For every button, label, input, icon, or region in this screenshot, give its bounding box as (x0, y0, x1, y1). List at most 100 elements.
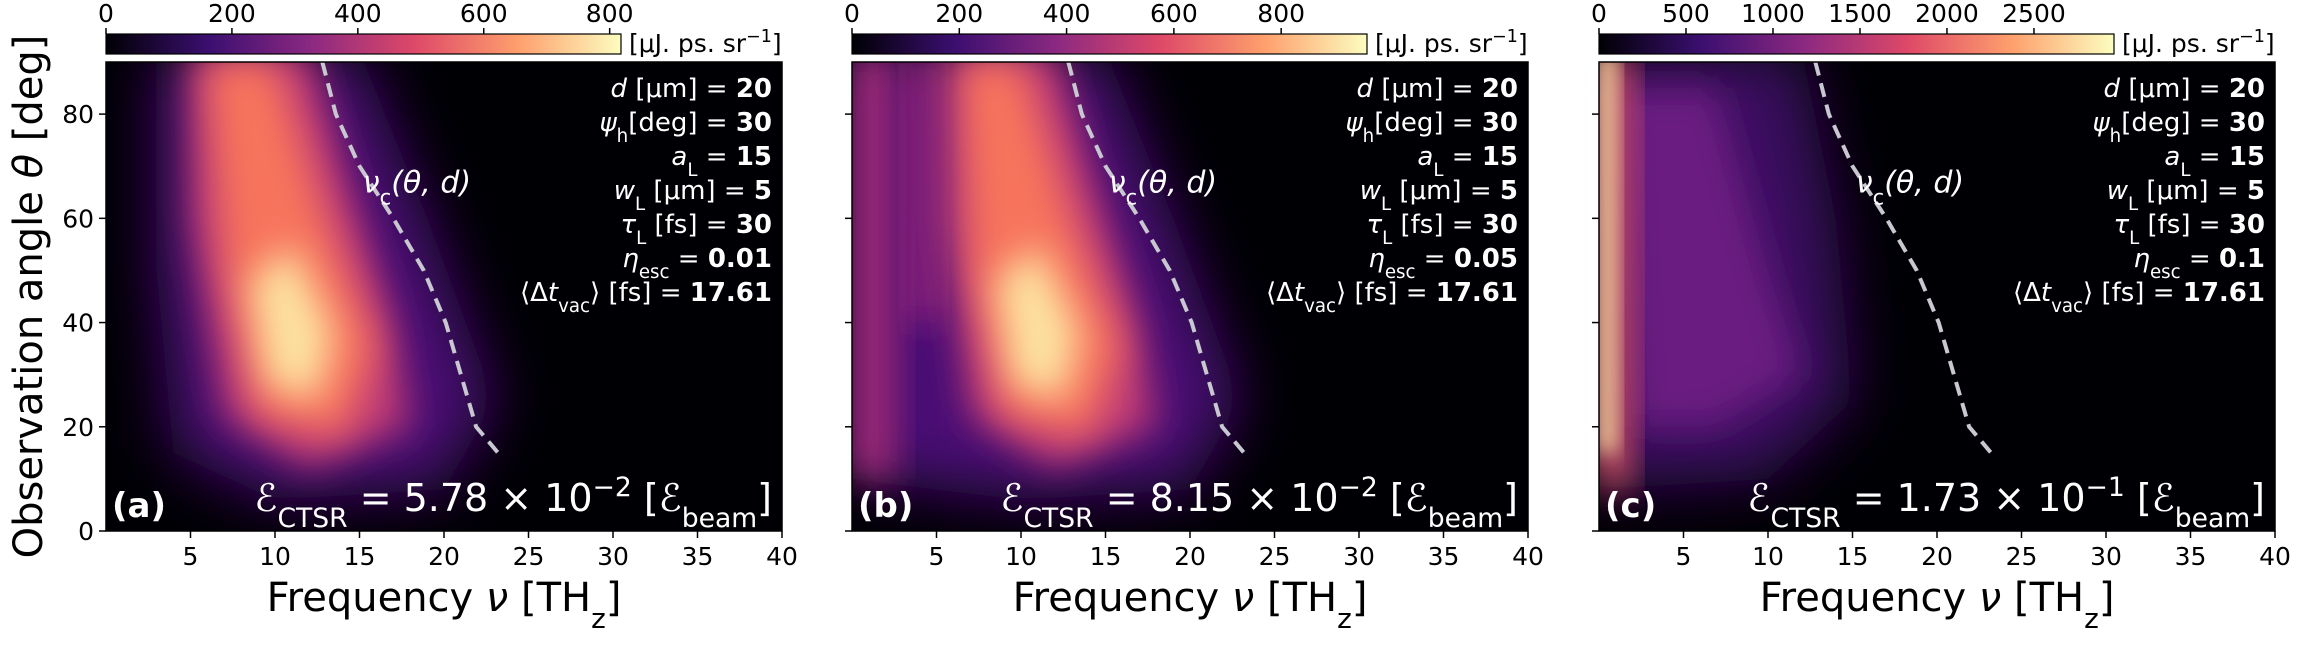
energy-label: ℰCTSR = 5.78 × 10−2 [ℰbeam] (254, 472, 772, 534)
text-part: h (2110, 126, 2122, 147)
y-tick-label: 60 (62, 204, 94, 233)
text-part: −1 (2239, 27, 2265, 47)
text-part: CTSR (1770, 503, 1840, 534)
text-part: ν (1232, 575, 1254, 621)
parameter-value: 5 (754, 176, 772, 206)
text-part: L (2128, 194, 2139, 215)
text-part: ν (1979, 575, 2001, 621)
text-part: ℰ (1000, 476, 1023, 520)
parameter: ηesc = 0.1 (2133, 244, 2265, 283)
parameter: wL [μm] = 5 (2107, 176, 2265, 215)
text-part: beam (2175, 503, 2250, 534)
text-part: −1 (2086, 472, 2125, 503)
x-axis-label: Frequency ν [THz] (1760, 575, 2115, 635)
text-part: ] (2265, 29, 2275, 58)
parameter-value: 15 (736, 142, 772, 172)
text-part: ] (1503, 476, 1518, 520)
text-part: [μm] = (2120, 74, 2229, 104)
text-part: vac (558, 296, 590, 317)
text-part: ψ (1346, 108, 1364, 138)
text-part: ] (772, 29, 782, 58)
parameter: ψh[deg] = 30 (600, 108, 772, 147)
x-tick-label: 10 (259, 542, 291, 571)
text-part: [ℰ (2125, 476, 2175, 520)
text-part: L (1433, 160, 1444, 181)
heat-region (1615, 88, 1802, 427)
parameter: d [μm] = 20 (611, 74, 772, 104)
text-part: [deg] = (2121, 108, 2229, 138)
text-part: d (2104, 74, 2121, 104)
parameter: aL = 15 (671, 142, 772, 181)
text-part: a (2164, 142, 2180, 172)
text-part: ⟩ [fs] = (1336, 278, 1436, 308)
text-part: ] (2250, 476, 2265, 520)
text-part: ⟩ [fs] = (590, 278, 690, 308)
colorbar-unit: [μJ. ps. sr−1] (629, 27, 782, 58)
x-axis-label: Frequency ν [THz] (267, 575, 622, 635)
panel-label: (a) (112, 486, 166, 526)
x-tick-label: 5 (183, 542, 199, 571)
text-part: = (1443, 142, 1481, 172)
parameter-value: 20 (2229, 74, 2265, 104)
text-part: −1 (746, 27, 772, 47)
text-part: ] (2099, 575, 2115, 621)
text-part: d (1357, 74, 1374, 104)
x-tick-label: 25 (2006, 542, 2038, 571)
parameter-value: 17.61 (1436, 278, 1518, 308)
text-part: ψ (600, 108, 618, 138)
heat-region (961, 62, 1123, 438)
parameter-value: 30 (1482, 210, 1518, 240)
heat-region (249, 244, 335, 401)
parameter: τL [fs] = 30 (1366, 210, 1518, 249)
text-part: z (591, 602, 606, 635)
colorbar-tick-label: 500 (1662, 0, 1710, 28)
text-part: (θ, d) (1137, 165, 1217, 200)
colorbar (851, 33, 1368, 55)
text-part: τ (620, 210, 636, 240)
heatmap (106, 62, 782, 531)
text-part: = 1.73 × 10 (1841, 476, 2086, 520)
parameter-value: 5 (2247, 176, 2265, 206)
text-part: Observation angle (6, 178, 52, 558)
parameter: wL [μm] = 5 (614, 176, 772, 215)
x-tick-label: 35 (682, 542, 714, 571)
parameter-value: 30 (2229, 108, 2265, 138)
parameter-value: 17.61 (2183, 278, 2265, 308)
x-tick-label: 25 (513, 542, 545, 571)
y-axis-label: Observation angle θ [deg] (6, 35, 52, 559)
curve-label: νc(θ, d) (363, 165, 471, 209)
text-part: w (1360, 176, 1382, 206)
x-tick-label: 35 (2175, 542, 2207, 571)
text-part: η (622, 244, 638, 274)
text-part: −2 (1339, 472, 1378, 503)
text-part: c (1873, 185, 1885, 209)
colorbar-tick-label: 400 (1043, 0, 1091, 28)
colorbar-tick-label: 0 (844, 0, 860, 28)
cutoff-curve (1813, 61, 1993, 455)
parameter-value: 30 (1482, 108, 1518, 138)
text-part: h (1363, 126, 1375, 147)
text-part: [μm] = (645, 176, 754, 206)
y-tick-label: 40 (62, 309, 94, 338)
text-part: [μJ. ps. sr (1375, 29, 1493, 58)
text-part: ν (486, 575, 508, 621)
text-part: τ (1366, 210, 1382, 240)
text-part: c (1126, 185, 1138, 209)
colorbar-tick-label: 2500 (2002, 0, 2066, 28)
parameter: aL = 15 (2164, 142, 2265, 181)
text-part: (θ, d) (1884, 165, 1964, 200)
x-tick-label: 15 (1837, 542, 1869, 571)
colorbar-tick-label: 800 (586, 0, 634, 28)
y-tick-label: 20 (62, 413, 94, 442)
text-part: −2 (593, 472, 632, 503)
cutoff-curve (320, 61, 500, 455)
text-part: [TH (2001, 575, 2084, 621)
text-part: ℰ (254, 476, 277, 520)
parameter: ηesc = 0.01 (622, 244, 772, 283)
x-tick-label: 30 (597, 542, 629, 571)
text-part: L (687, 160, 698, 181)
curve-label: νc(θ, d) (1856, 165, 1964, 209)
colorbar-tick-label: 1500 (1828, 0, 1892, 28)
text-part: ] (1518, 29, 1528, 58)
parameter-value: 20 (1482, 74, 1518, 104)
